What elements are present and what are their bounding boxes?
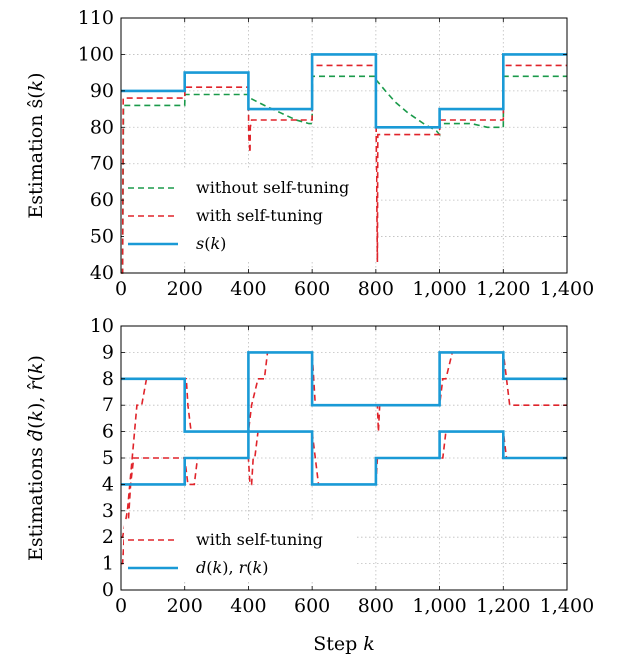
- x-tick-label: 1,000: [412, 278, 466, 300]
- x-tick-label: 1,200: [476, 278, 530, 300]
- y-tick-label: 110: [78, 7, 114, 29]
- legend: with self-tuning d(k), r(k): [124, 522, 356, 582]
- x-tick-label: 1,000: [412, 595, 466, 617]
- y-tick-label: 5: [102, 447, 114, 469]
- x-tick-label: 1,400: [540, 278, 594, 300]
- series-line-r-true: [121, 352, 567, 431]
- x-tick-label: 0: [115, 278, 127, 300]
- y-tick-label: 1: [102, 553, 114, 575]
- y-tick-label: 40: [90, 262, 114, 284]
- x-tick-label: 800: [358, 595, 394, 617]
- x-tick-label: 800: [358, 278, 394, 300]
- y-tick-label: 10: [90, 315, 114, 337]
- x-tick-label: 600: [294, 595, 330, 617]
- y-tick-label: 70: [90, 153, 114, 175]
- x-tick-label: 400: [230, 595, 266, 617]
- y-tick-label: 6: [102, 421, 114, 443]
- legend-entry: d(k), r(k): [196, 558, 268, 577]
- x-tick-label: 0: [115, 595, 127, 617]
- y-axis-label: Estimation ŝ(k): [25, 72, 47, 218]
- x-tick-label: 1,400: [540, 595, 594, 617]
- x-tick-label: 600: [294, 278, 330, 300]
- x-tick-label: 200: [167, 278, 203, 300]
- legend-entry: with self-tuning: [196, 530, 323, 549]
- y-tick-label: 90: [90, 80, 114, 102]
- x-axis-label: Step k: [313, 633, 375, 655]
- top-chart: 0 200 400 600 800 1,000 1,200 1,400 40 50 60 70 80 90…: [25, 7, 594, 300]
- y-tick-label: 9: [102, 341, 114, 363]
- bottom-chart: 0 200 400 600 800 1,000 1,200 1,400012345678910…: [25, 315, 594, 655]
- x-tick-label: 200: [167, 595, 203, 617]
- y-tick-label: 60: [90, 189, 114, 211]
- y-tick-label: 7: [102, 394, 114, 416]
- series-line-d-k-r-k: [121, 432, 567, 485]
- y-tick-label: 3: [102, 500, 114, 522]
- y-tick-label: 80: [90, 116, 114, 138]
- legend-entry: s(k): [196, 234, 226, 253]
- legend: without self-tuning with self-tuning s(k): [124, 170, 376, 262]
- y-tick-label: 100: [78, 43, 114, 65]
- y-tick-label: 50: [90, 226, 114, 248]
- legend-entry: without self-tuning: [196, 178, 349, 197]
- y-tick-label: 4: [102, 473, 114, 495]
- legend-entry: with self-tuning: [196, 206, 323, 225]
- series-line-s-k: [121, 54, 567, 127]
- series-line-r-hat: [121, 352, 567, 537]
- y-tick-label: 2: [102, 526, 114, 548]
- x-tick-label: 400: [230, 278, 266, 300]
- y-tick-label: 8: [102, 368, 114, 390]
- y-axis-label: Estimations d̂(k), r̂(k): [25, 355, 47, 561]
- y-tick-label: 0: [102, 579, 114, 601]
- x-tick-label: 1,200: [476, 595, 530, 617]
